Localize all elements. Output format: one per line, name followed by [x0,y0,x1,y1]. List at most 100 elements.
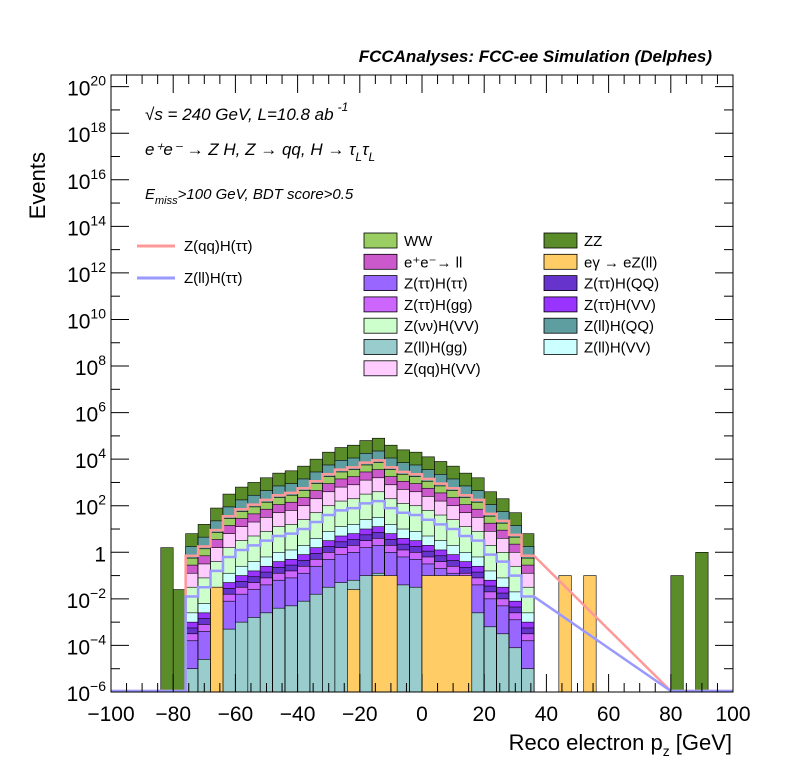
y-tick-exp: 16 [90,166,106,182]
legend-label-col2-0: ZZ [584,233,602,250]
x-tick-label-4: −20 [342,703,378,726]
bar-11-8 [284,605,298,693]
bar-11-10 [309,593,323,693]
legend-swatch-col1-5 [363,339,398,355]
annotation-cuts-e: E [145,186,156,203]
y-tick-base: 10 [67,590,90,613]
bar-11-27 [521,668,535,693]
x-tick-label-8: 60 [597,703,620,726]
y-tick-label-8: 104 [75,445,106,473]
x-tick-label-7: 40 [535,703,558,726]
legend-line-label-1: Z(ll)H(ττ) [184,270,243,287]
legend-swatch-col2-1 [543,253,578,270]
x-axis-title-main: Reco electron p [509,730,663,755]
x-tick-label-6: 20 [473,703,496,726]
x-axis-title-unit: [GeV] [676,730,732,755]
legend-swatch-col1-6 [363,360,398,377]
y-tick-base: 10 [67,310,90,333]
y-tick-exp: 4 [98,445,106,461]
legend-label-col2-1: eγ → eZ(ll) [584,254,657,271]
legend-swatch-col2-0 [543,232,578,249]
x-axis-title-sub: z [663,743,670,759]
y-tick-label-12: 10−4 [67,631,107,659]
bar-11-17 [396,584,410,693]
egamma-bar-0 [210,586,224,693]
legend-label-col1-2: Z(ττ)H(ττ) [404,276,468,293]
y-tick-labels: 102010181016101410121010108106104102110−… [67,73,107,706]
y-tick-base: 10 [67,171,90,194]
y-tick-base: 10 [67,124,90,147]
legend-swatch-col1-3 [363,296,398,313]
y-tick-label-10: 1 [94,543,106,566]
annotation-process-tau2: τ [362,140,370,159]
annotation-energy-main: √s = 240 GeV, L=10.8 ab [145,105,334,124]
annotation-process-main: e⁺e⁻ → Z H, Z → qq, H → τ [145,140,357,159]
edge-bar-0 [160,547,174,693]
annotation-cuts: Emiss>100 GeV, BDT score>0.5 [145,186,354,207]
legend-line-label-0: Z(qq)H(ττ) [184,238,253,255]
y-tick-exp: −6 [90,678,106,694]
legend-label-col1-3: Z(ττ)H(gg) [404,297,473,314]
legend-label-col2-2: Z(ττ)H(QQ) [584,276,659,293]
chart-title: FCCAnalyses: FCC-ee Simulation (Delphes) [359,47,713,66]
legend-label-col1-0: WW [404,233,433,250]
annotation-cuts-sub: miss [155,195,178,207]
y-tick-label-9: 102 [75,492,106,520]
bar-11-4 [235,621,249,693]
y-tick-exp: 20 [90,73,106,89]
egamma-bar-3 [421,575,473,693]
y-tick-label-13: 10−6 [67,678,107,706]
legend-swatch-col1-0 [363,232,398,249]
y-tick-base: 10 [75,357,98,380]
legend-swatch-col2-4 [543,317,578,334]
y-tick-exp: 2 [98,492,106,508]
legend-label-col2-3: Z(ττ)H(VV) [584,297,656,314]
legend-swatch-col2-2 [543,275,578,292]
annotation-cuts-rest: >100 GeV, BDT score>0.5 [178,186,354,203]
bar-11-3 [222,628,236,693]
edge-bar-2 [670,575,684,693]
legend-label-col1-4: Z(νν)H(VV) [404,318,479,335]
y-tick-exp: 6 [98,399,106,415]
y-tick-exp: 8 [98,352,106,368]
y-tick-exp: 18 [90,119,106,135]
y-tick-exp: −4 [90,631,106,647]
annotation-energy-exp: -1 [338,100,349,114]
bar-11-12 [334,582,348,693]
edge-bar-1 [172,589,186,693]
annotation-energy: √s = 240 GeV, L=10.8 ab -1 [145,100,348,124]
egamma-bar-2 [371,575,398,693]
y-tick-label-0: 1020 [67,73,106,101]
x-tick-label-0: −100 [87,703,134,726]
y-tick-label-4: 1012 [67,259,106,287]
y-tick-base: 1 [94,543,106,566]
legend-swatch-col1-4 [363,317,398,334]
y-tick-label-5: 1010 [67,305,106,333]
y-tick-base: 10 [67,683,90,706]
y-tick-exp: −2 [90,585,106,601]
y-tick-label-6: 108 [75,352,106,380]
x-tick-labels: −100 −80 −60 −40 −20 0 20 40 60 80 100 [87,703,750,726]
legend-label-col2-5: Z(ll)H(VV) [584,340,651,357]
bar-11-6 [259,612,274,693]
y-tick-label-2: 1016 [67,166,106,194]
legend-swatch-col2-3 [543,296,578,313]
y-tick-label-7: 106 [75,399,106,427]
bar-11-24 [483,626,497,693]
annotation-process: e⁺e⁻ → Z H, Z → qq, H → τLτL [145,140,375,164]
histogram-bars [160,437,709,693]
legend: WW e⁺e⁻→ ll Z(ττ)H(ττ) Z(ττ)H(gg) Z(νν)H(VV)… [137,232,659,378]
y-tick-label-3: 1014 [67,212,106,240]
x-tick-label-10: 100 [715,703,750,726]
x-tick-label-5: 0 [416,703,428,726]
y-tick-base: 10 [67,217,90,240]
signal-line-0 [111,459,733,693]
legend-label-col1-6: Z(qq)H(VV) [404,361,481,378]
legend-swatch-col1-1 [363,253,398,270]
signal-line-1 [111,499,733,693]
y-tick-base: 10 [67,78,90,101]
bar-11-14 [359,575,373,693]
legend-label-col1-1: e⁺e⁻→ ll [404,254,462,271]
legend-label-col1-5: Z(ll)H(gg) [404,340,467,357]
